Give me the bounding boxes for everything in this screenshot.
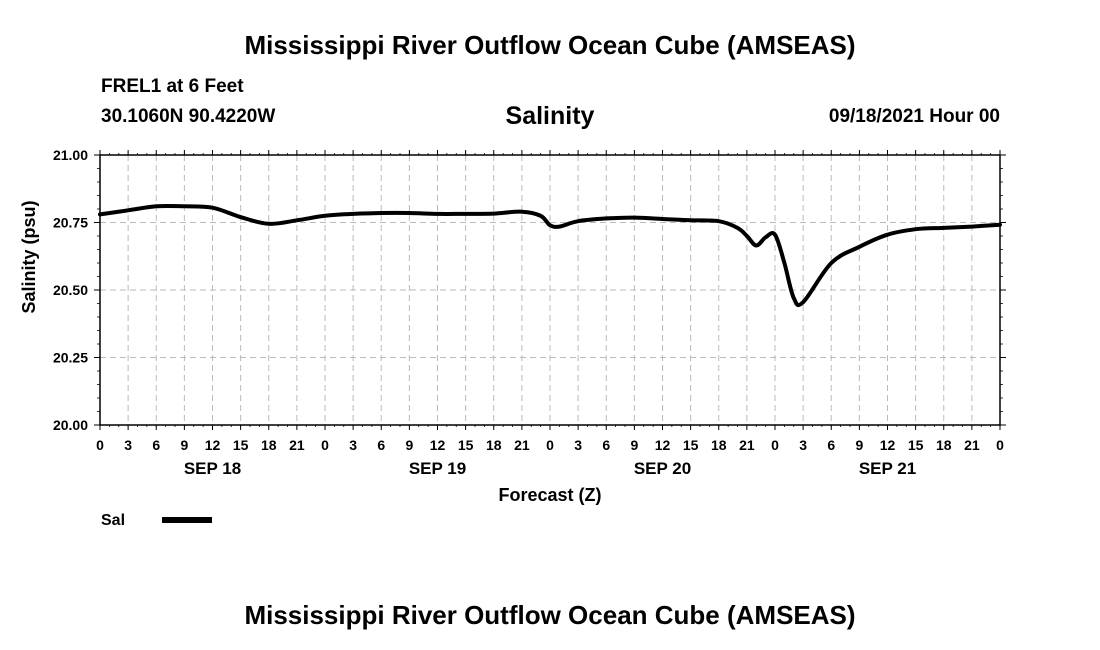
x-tick-label: 18	[486, 437, 502, 453]
chart-main-title: Mississippi River Outflow Ocean Cube (AM…	[244, 30, 856, 60]
x-tick-label: 21	[514, 437, 530, 453]
axis-ticks	[94, 150, 1006, 430]
grid-lines	[100, 155, 1000, 425]
x-tick-label: 12	[430, 437, 446, 453]
x-tick-label: 9	[630, 437, 638, 453]
station-label: FREL1 at 6 Feet	[101, 76, 244, 97]
x-tick-label: 21	[964, 437, 980, 453]
y-tick-label: 20.50	[53, 282, 88, 298]
x-tick-label: 9	[180, 437, 188, 453]
x-tick-label: 15	[233, 437, 249, 453]
date-label: SEP 21	[859, 459, 916, 478]
forecast-run-time: 09/18/2021 Hour 00	[828, 106, 1000, 127]
x-tick-label: 12	[880, 437, 896, 453]
x-tick-label: 6	[377, 437, 385, 453]
x-tick-label: 0	[996, 437, 1004, 453]
date-label: SEP 20	[634, 459, 691, 478]
x-tick-label: 0	[546, 437, 554, 453]
x-tick-label: 12	[205, 437, 221, 453]
x-tick-label: 9	[405, 437, 413, 453]
x-tick-label: 3	[799, 437, 807, 453]
date-label: SEP 19	[409, 459, 466, 478]
x-tick-label: 6	[152, 437, 160, 453]
x-tick-label: 0	[96, 437, 104, 453]
station-coordinates: 30.1060N 90.4220W	[101, 106, 276, 127]
y-tick-labels: 20.00 20.25 20.50 20.75 21.00	[53, 147, 88, 433]
x-tick-label: 3	[349, 437, 357, 453]
y-tick-label: 20.25	[53, 350, 88, 366]
x-tick-label: 6	[827, 437, 835, 453]
x-tick-label: 3	[124, 437, 132, 453]
x-tick-labels: 0 3 6 9 12 15 18 21 0 3 6 9 12 15 18 21 0 3 6 9 12 15 18 21 0 3 6 9…	[96, 437, 1004, 453]
x-tick-label: 21	[739, 437, 755, 453]
x-tick-label: 0	[771, 437, 779, 453]
x-axis-label: Forecast (Z)	[498, 485, 601, 505]
x-tick-label: 3	[574, 437, 582, 453]
y-axis-label: Salinity (psu)	[19, 200, 39, 313]
x-tick-label: 15	[908, 437, 924, 453]
x-tick-label: 15	[683, 437, 699, 453]
y-tick-label: 21.00	[53, 147, 88, 163]
date-labels: SEP 18 SEP 19 SEP 20 SEP 21	[184, 459, 916, 478]
chart-title: Salinity	[506, 102, 595, 130]
x-tick-label: 18	[261, 437, 277, 453]
legend-label: Sal	[101, 512, 125, 529]
x-tick-label: 15	[458, 437, 474, 453]
x-tick-label: 18	[711, 437, 727, 453]
x-tick-label: 0	[321, 437, 329, 453]
x-tick-label: 12	[655, 437, 671, 453]
x-tick-label: 6	[602, 437, 610, 453]
footer-title: Mississippi River Outflow Ocean Cube (AM…	[244, 600, 856, 630]
x-tick-label: 9	[855, 437, 863, 453]
series-line-sal	[98, 203, 1002, 308]
x-tick-label: 18	[936, 437, 952, 453]
date-label: SEP 18	[184, 459, 241, 478]
y-tick-label: 20.00	[53, 417, 88, 433]
x-tick-label: 21	[289, 437, 305, 453]
y-tick-label: 20.75	[53, 215, 88, 231]
